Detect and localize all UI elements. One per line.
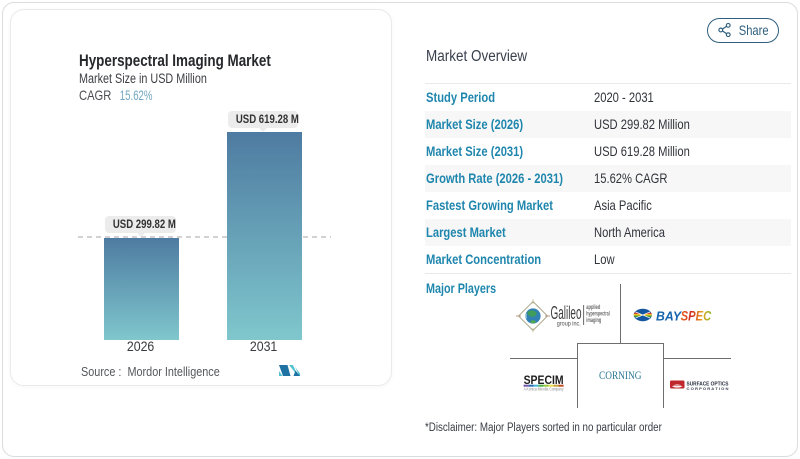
svg-text:BAY: BAY: [656, 309, 682, 324]
svg-text:SPECIM: SPECIM: [524, 375, 564, 387]
svg-text:applied: applied: [586, 305, 600, 311]
svg-text:A Konica Minolta Company: A Konica Minolta Company: [524, 386, 565, 391]
svg-text:group inc.: group inc.: [557, 322, 581, 328]
svg-text:SURFACE OPTICS: SURFACE OPTICS: [686, 382, 728, 388]
svg-text:SPEC: SPEC: [681, 309, 712, 324]
svg-text:C O R P O R A T I O N: C O R P O R A T I O N: [686, 387, 728, 391]
svg-text:imaging: imaging: [586, 318, 601, 324]
svg-text:CORNING: CORNING: [599, 368, 642, 382]
svg-text:hyperspectral: hyperspectral: [586, 312, 610, 318]
svg-text:Galileo: Galileo: [551, 303, 582, 323]
